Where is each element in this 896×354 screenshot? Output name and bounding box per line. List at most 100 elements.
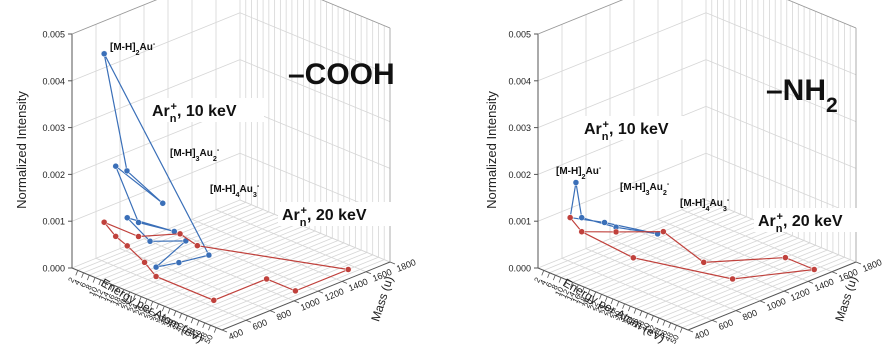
y-tick-label: 0.003 [42, 123, 65, 133]
data-point [123, 242, 131, 250]
z-axis-label: Mass (u) [368, 274, 396, 323]
annotation-label-part: [M-H] [210, 184, 236, 195]
data-point [152, 263, 160, 271]
annotation-label-part: Au [710, 198, 723, 209]
x-tick-mark [110, 284, 113, 290]
x-tick-mark [616, 301, 620, 307]
data-point [123, 214, 131, 222]
grid-line [169, 240, 339, 309]
grid-line [607, 228, 776, 297]
grid-line [595, 223, 764, 293]
legend-tail: , 10 keV [177, 103, 237, 120]
legend-sub: n [170, 113, 177, 125]
data-point [146, 238, 154, 245]
x-tick-mark [138, 296, 142, 302]
x-tick-mark [156, 303, 159, 309]
annotation-label-part: - [667, 179, 670, 188]
grid-line [71, 0, 158, 35]
x-tick-mark [581, 286, 585, 293]
data-point [152, 273, 160, 280]
annotation-label-part: Au [586, 166, 599, 177]
y-tick-label: 0.004 [42, 76, 65, 86]
legend-main: Ar [282, 207, 300, 224]
x-tick-mark [208, 325, 211, 331]
grid-line [106, 213, 275, 283]
z-axis [687, 261, 857, 331]
grid-line [537, 199, 707, 269]
x-tick-mark [133, 294, 136, 300]
x-tick-label: 8 [550, 283, 560, 292]
legend-entry: Arn+, 20 keV [282, 205, 367, 229]
grid-line [537, 0, 624, 35]
annotation-label-part: 2 [663, 188, 667, 197]
grid-line [135, 225, 304, 295]
data-point [205, 251, 213, 259]
x-tick-mark [552, 275, 556, 281]
annotation-label-part: Au [140, 42, 153, 53]
y-tick-label: 0.002 [42, 170, 65, 180]
grid-line [624, 235, 793, 305]
z-tick-label: 1000 [299, 296, 321, 313]
z-axis [221, 261, 391, 331]
grid-line [612, 230, 782, 300]
z-axis-label: Mass (u) [832, 274, 860, 323]
z-tick-label: 600 [717, 317, 735, 332]
data-point [782, 254, 789, 261]
chart-panel-2: 0.0000.0010.0020.0030.0040.0052468101214… [484, 0, 883, 345]
grid-line [141, 228, 310, 297]
z-tick-label: 600 [251, 317, 269, 332]
data-point [141, 259, 148, 266]
data-point [660, 228, 667, 235]
x-tick-label: 6 [544, 280, 554, 289]
grid-line [71, 199, 241, 269]
x-tick-mark [196, 320, 200, 326]
data-point [810, 266, 818, 273]
z-tick-mark [221, 329, 228, 333]
annotation-label-part: - [599, 163, 602, 172]
z-tick-label: 1400 [347, 277, 369, 294]
grid-line [543, 202, 712, 271]
legend-sup: + [603, 119, 609, 131]
legend-entry: Arn+, 10 keV [152, 101, 237, 125]
annotation-label-part: - [217, 145, 220, 154]
grid-line [146, 230, 316, 300]
data-point [654, 230, 661, 238]
z-tick-mark [855, 261, 862, 265]
grid-line [537, 12, 707, 82]
annotation-label: [M-H]3Au2- [170, 145, 220, 163]
legend-background [278, 202, 394, 226]
x-tick-mark [75, 270, 79, 276]
grid-line [653, 247, 822, 317]
grid-line [560, 209, 730, 278]
x-axis-label: Energy per Atom (eV) [561, 276, 668, 346]
annotation-label-part: - [727, 195, 730, 204]
annotation-label: [M-H]4Au3- [680, 195, 730, 213]
grid-line [83, 204, 252, 274]
z-tick-label: 1200 [789, 286, 811, 303]
z-tick-label: 1400 [813, 277, 835, 294]
panel-label: –COOH [288, 58, 395, 91]
y-tick-label: 0.005 [508, 30, 531, 40]
data-point [135, 233, 142, 240]
z-tick-mark [269, 310, 276, 313]
grid-line [71, 152, 241, 222]
data-point [601, 219, 608, 226]
box-edge [71, 0, 158, 35]
x-tick-mark [92, 277, 96, 283]
x-tick-mark [150, 301, 154, 307]
x-tick-label: 6 [78, 280, 88, 289]
y-tick-label: 0.002 [508, 170, 531, 180]
annotation-label-part: [M-H] [556, 166, 582, 177]
x-tick-mark [639, 310, 643, 317]
annotation-label-part: 2 [582, 172, 586, 181]
data-point [344, 266, 352, 273]
box-edge [321, 0, 391, 29]
z-tick-mark [783, 290, 790, 294]
z-tick-mark [245, 319, 252, 323]
x-tick-mark [674, 325, 677, 331]
x-tick-mark [656, 317, 660, 324]
grid-line [71, 59, 241, 128]
annotation-label-part: [M-H] [620, 182, 646, 193]
z-tick-mark [831, 271, 838, 275]
x-tick-mark [81, 272, 84, 278]
